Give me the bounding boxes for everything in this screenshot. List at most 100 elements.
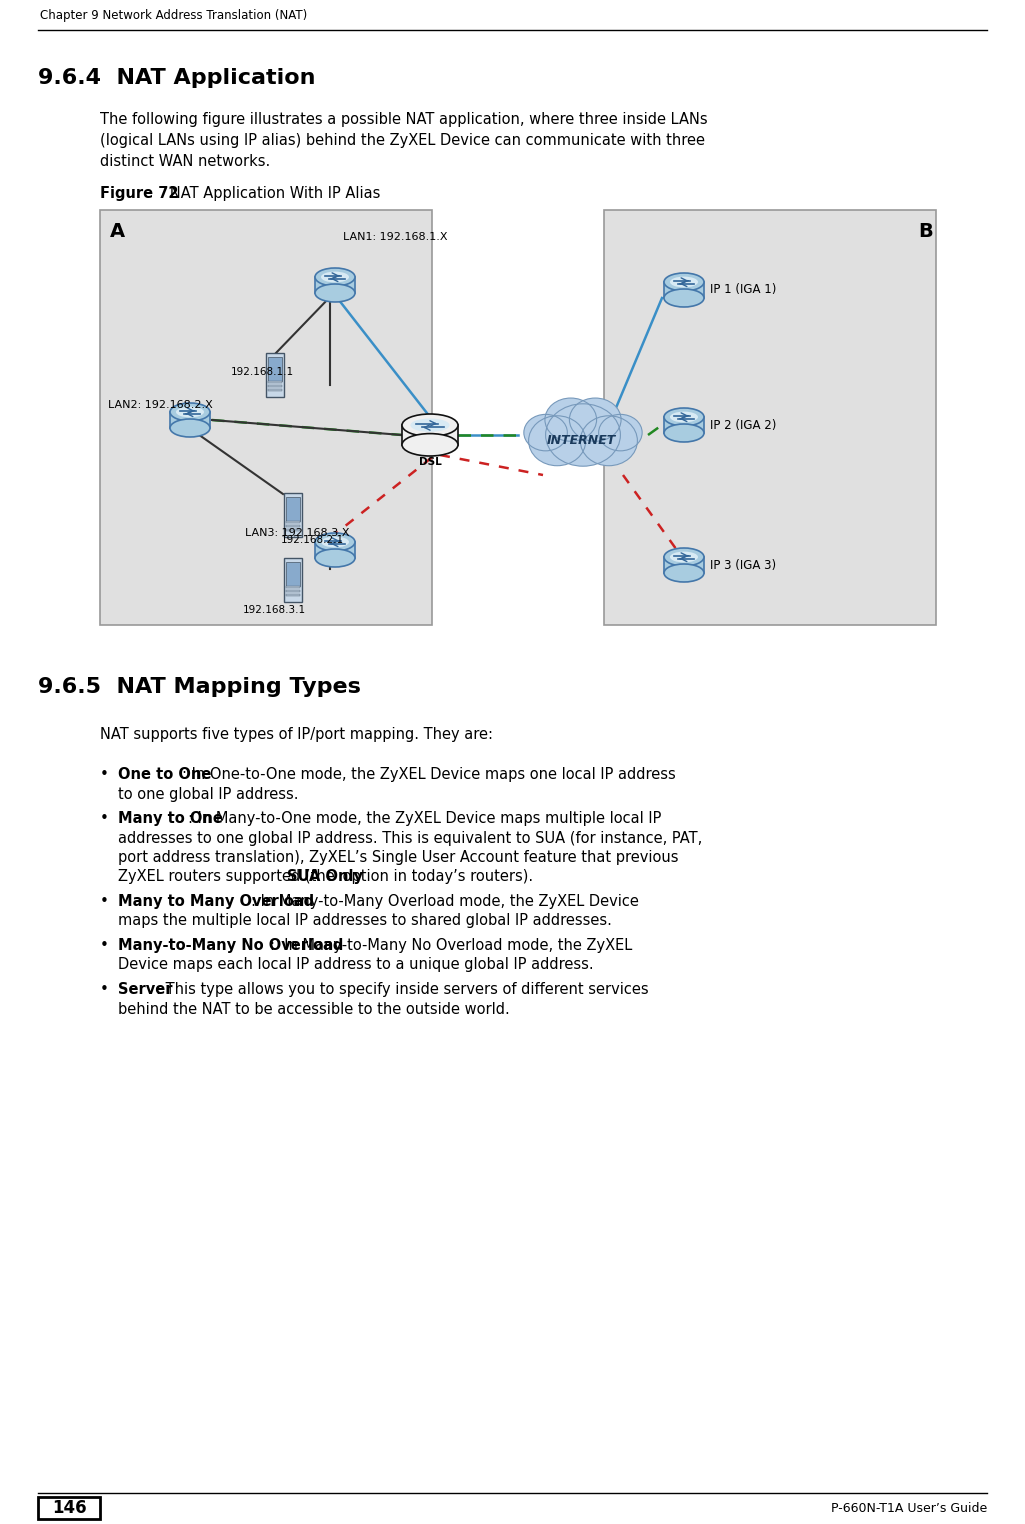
- Text: Many-to-Many No Overload: Many-to-Many No Overload: [118, 937, 343, 952]
- Ellipse shape: [315, 283, 355, 302]
- Text: Many to Many Overload: Many to Many Overload: [118, 895, 314, 908]
- Bar: [284, 492, 302, 536]
- Ellipse shape: [664, 273, 704, 291]
- Text: The following figure illustrates a possible NAT application, where three inside : The following figure illustrates a possi…: [100, 111, 707, 126]
- Ellipse shape: [670, 552, 698, 562]
- Text: IP 2 (IGA 2): IP 2 (IGA 2): [710, 419, 776, 431]
- Ellipse shape: [410, 419, 450, 431]
- Bar: [38, 1497, 100, 1519]
- Text: INTERNET: INTERNET: [546, 433, 616, 447]
- Text: DSL: DSL: [418, 457, 442, 466]
- Text: distinct WAN networks.: distinct WAN networks.: [100, 154, 271, 169]
- Text: LAN2: 192.168.2.X: LAN2: 192.168.2.X: [108, 399, 213, 410]
- Ellipse shape: [545, 404, 620, 466]
- Text: •: •: [100, 811, 109, 826]
- Ellipse shape: [529, 416, 585, 466]
- Text: 146: 146: [51, 1500, 86, 1516]
- Text: 192.168.3.1: 192.168.3.1: [243, 605, 306, 616]
- Bar: [315, 543, 355, 558]
- Bar: [268, 389, 282, 392]
- Text: 192.168.1.1: 192.168.1.1: [231, 367, 294, 376]
- Bar: [286, 587, 300, 588]
- Text: 192.168.2.1: 192.168.2.1: [281, 535, 344, 546]
- Text: •: •: [100, 937, 109, 952]
- Text: Figure 72: Figure 72: [100, 186, 178, 201]
- Text: : In One-to-One mode, the ZyXEL Device maps one local IP address: : In One-to-One mode, the ZyXEL Device m…: [181, 767, 675, 782]
- Bar: [402, 425, 458, 445]
- Bar: [286, 590, 300, 591]
- Text: •: •: [100, 981, 109, 997]
- Text: to one global IP address.: to one global IP address.: [118, 786, 298, 802]
- Text: SUA Only: SUA Only: [287, 870, 363, 884]
- Ellipse shape: [315, 549, 355, 567]
- Ellipse shape: [321, 536, 348, 547]
- Bar: [268, 381, 282, 383]
- Text: 9.6.4  NAT Application: 9.6.4 NAT Application: [38, 69, 316, 88]
- Text: P-660N-T1A User’s Guide: P-660N-T1A User’s Guide: [830, 1501, 987, 1515]
- Text: 9.6.5  NAT Mapping Types: 9.6.5 NAT Mapping Types: [38, 677, 361, 696]
- Ellipse shape: [664, 549, 704, 565]
- Ellipse shape: [545, 398, 597, 442]
- Bar: [286, 529, 300, 530]
- Text: Chapter 9 Network Address Translation (NAT): Chapter 9 Network Address Translation (N…: [40, 9, 308, 21]
- Bar: [664, 556, 704, 573]
- Bar: [286, 521, 300, 523]
- Text: (logical LANs using IP alias) behind the ZyXEL Device can communicate with three: (logical LANs using IP alias) behind the…: [100, 133, 705, 148]
- Bar: [100, 210, 940, 625]
- Ellipse shape: [664, 408, 704, 427]
- Bar: [268, 357, 282, 381]
- Ellipse shape: [670, 276, 698, 288]
- Bar: [664, 418, 704, 433]
- Text: NAT supports five types of IP/port mapping. They are:: NAT supports five types of IP/port mappi…: [100, 727, 493, 742]
- Bar: [266, 354, 284, 396]
- Bar: [268, 386, 282, 387]
- Text: LAN3: 192.168.3.X: LAN3: 192.168.3.X: [245, 527, 350, 538]
- Text: addresses to one global IP address. This is equivalent to SUA (for instance, PAT: addresses to one global IP address. This…: [118, 831, 702, 846]
- Bar: [286, 562, 300, 587]
- Text: A: A: [110, 223, 125, 241]
- Text: port address translation), ZyXEL’s Single User Account feature that previous: port address translation), ZyXEL’s Singl…: [118, 850, 679, 866]
- Bar: [664, 282, 704, 299]
- Ellipse shape: [580, 416, 638, 466]
- Text: •: •: [100, 767, 109, 782]
- Ellipse shape: [664, 564, 704, 582]
- Ellipse shape: [524, 415, 568, 451]
- Ellipse shape: [315, 268, 355, 287]
- Text: NAT Application With IP Alias: NAT Application With IP Alias: [156, 186, 380, 201]
- Ellipse shape: [670, 411, 698, 422]
- Bar: [170, 411, 210, 428]
- Text: maps the multiple local IP addresses to shared global IP addresses.: maps the multiple local IP addresses to …: [118, 913, 612, 928]
- Text: Server: Server: [118, 981, 172, 997]
- Bar: [604, 210, 936, 625]
- Ellipse shape: [321, 271, 348, 282]
- Text: : In Many-to-Many Overload mode, the ZyXEL Device: : In Many-to-Many Overload mode, the ZyX…: [251, 895, 640, 908]
- Text: : This type allows you to specify inside servers of different services: : This type allows you to specify inside…: [156, 981, 649, 997]
- Ellipse shape: [176, 407, 204, 418]
- Text: :  In Many-to-Many No Overload mode, the ZyXEL: : In Many-to-Many No Overload mode, the …: [271, 937, 632, 952]
- Ellipse shape: [664, 290, 704, 306]
- Bar: [284, 558, 302, 602]
- Text: option in today’s routers).: option in today’s routers).: [337, 870, 537, 884]
- Ellipse shape: [402, 415, 458, 436]
- Bar: [315, 277, 355, 293]
- Ellipse shape: [599, 415, 642, 451]
- Text: •: •: [100, 895, 109, 908]
- Bar: [286, 594, 300, 596]
- Text: ZyXEL routers supported (the: ZyXEL routers supported (the: [118, 870, 339, 884]
- Text: One to One: One to One: [118, 767, 211, 782]
- Text: IP 3 (IGA 3): IP 3 (IGA 3): [710, 558, 776, 572]
- Bar: [100, 210, 432, 625]
- Bar: [286, 497, 300, 521]
- Ellipse shape: [170, 419, 210, 437]
- Ellipse shape: [570, 398, 621, 442]
- Text: B: B: [917, 223, 933, 241]
- Text: : In Many-to-One mode, the ZyXEL Device maps multiple local IP: : In Many-to-One mode, the ZyXEL Device …: [188, 811, 661, 826]
- Ellipse shape: [664, 424, 704, 442]
- Ellipse shape: [170, 402, 210, 421]
- Text: LAN1: 192.168.1.X: LAN1: 192.168.1.X: [343, 232, 448, 242]
- Text: IP 1 (IGA 1): IP 1 (IGA 1): [710, 283, 776, 297]
- Ellipse shape: [402, 434, 458, 456]
- Text: behind the NAT to be accessible to the outside world.: behind the NAT to be accessible to the o…: [118, 1001, 509, 1017]
- Text: Many to One: Many to One: [118, 811, 222, 826]
- Text: Device maps each local IP address to a unique global IP address.: Device maps each local IP address to a u…: [118, 957, 599, 972]
